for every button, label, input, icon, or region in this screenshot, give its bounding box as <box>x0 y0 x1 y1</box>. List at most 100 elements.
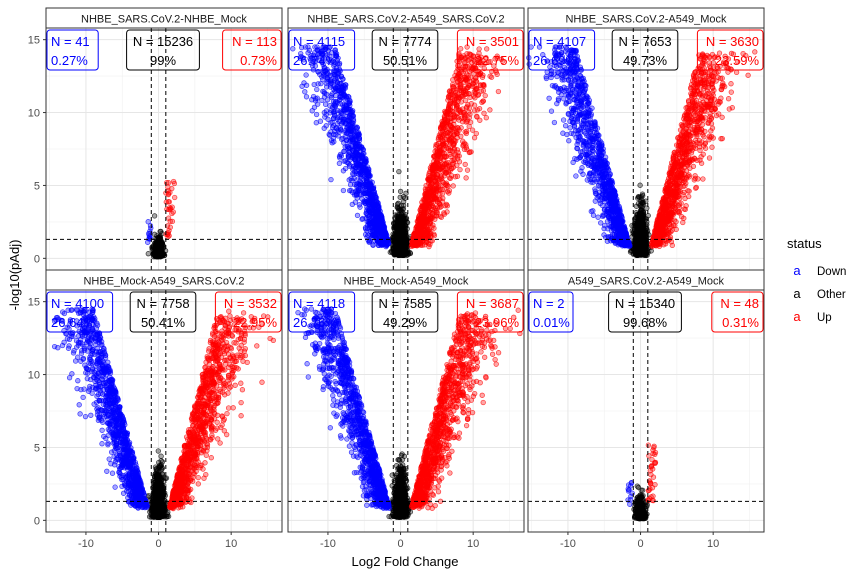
panel-2-point-up <box>471 102 478 108</box>
panel-3-point-down <box>555 97 562 103</box>
panel-3-point-other <box>641 242 648 248</box>
panel-1-point-up <box>172 194 178 201</box>
panel-2-point-down <box>345 143 351 150</box>
panel-2-point-down <box>337 151 344 158</box>
panel-2-point-down <box>359 168 365 175</box>
panel-2-point-up <box>473 86 479 92</box>
panel-3-point-down <box>551 119 558 126</box>
panel-2-point-up <box>456 76 462 82</box>
panel-2-point-up <box>437 153 443 159</box>
panel-3-point-down <box>591 177 598 183</box>
panel-2-point-down <box>357 204 363 210</box>
panel-3-point-down <box>580 171 586 177</box>
panel-2-point-down <box>327 110 333 116</box>
panel-1-label-down: N = 41 0.27% <box>46 29 99 71</box>
panel-2-point-up <box>452 112 458 119</box>
panel-2-point-up <box>455 125 461 131</box>
panel-3-point-other <box>638 216 644 222</box>
panel-2-point-up <box>441 210 447 216</box>
panel-2-point-other <box>394 242 401 248</box>
panel-2-point-down <box>354 125 361 131</box>
panel-3-point-down <box>578 152 584 159</box>
panel-2-point-down <box>367 190 373 197</box>
panel-2-point-down <box>337 108 344 114</box>
panel-3-point-down <box>574 145 581 152</box>
panel-3-point-down <box>593 130 600 137</box>
panel-2-point-up <box>437 145 443 151</box>
panel-1-point-up <box>165 191 172 198</box>
panel-2-point-down <box>327 103 333 109</box>
panel-2-point-down <box>347 97 353 104</box>
panel-3-point-down <box>598 220 604 226</box>
panel-3-point-down <box>546 95 552 101</box>
panel-3-point-down <box>578 111 584 117</box>
panel-2-label-down: N = 4115 26.74% <box>288 29 356 71</box>
panel-2-point-down <box>336 160 343 167</box>
panel-2-point-up <box>442 143 449 149</box>
panel-1-down-count: N = 41 <box>51 34 90 49</box>
panel-2-point-down <box>331 83 337 90</box>
panel-2-point-down <box>346 177 352 183</box>
panel-2-point-up <box>482 92 488 99</box>
panel-2-down-percent: 26.74% <box>293 53 338 68</box>
panel-1-down-percent: 0.27% <box>51 53 88 68</box>
panel-2-point-up <box>460 70 466 76</box>
panel-3-point-down <box>584 177 590 183</box>
panel-2-point-up <box>422 186 429 192</box>
panel-1-point-up <box>170 178 177 185</box>
panel-2-point-down <box>378 240 385 246</box>
panel-2-point-down <box>311 81 317 88</box>
panel-2-point-down <box>314 86 320 93</box>
panel-3-point-down <box>560 130 566 136</box>
panel-2-point-down <box>362 160 368 166</box>
panel-2-point-down <box>345 127 352 133</box>
panel-2-point-down <box>340 102 346 108</box>
panel-3-point-down <box>574 117 580 123</box>
panel-2-point-down <box>382 230 388 236</box>
panel-3-point-down <box>568 82 574 89</box>
panel-2-point-up <box>467 94 473 101</box>
panel-3-point-other <box>634 239 640 245</box>
panel-1-y-tick-label: 0 <box>34 253 40 265</box>
panel-1-point-up <box>165 215 172 221</box>
panel-3-point-down <box>559 87 565 93</box>
panel-2-point-up <box>423 199 429 205</box>
panel-2-point-up <box>445 97 451 103</box>
panel-2-point-down <box>349 189 356 195</box>
panel-3-point-down <box>599 171 605 178</box>
panel-3-point-down <box>602 193 608 199</box>
panel-2-point-down <box>299 83 305 89</box>
panel-2-point-other <box>397 232 403 239</box>
panel-2-point-down <box>375 214 382 220</box>
panel-3-point-down <box>600 212 606 218</box>
panel-2-point-down <box>346 163 353 169</box>
panel-2-point-down <box>354 212 361 219</box>
panel-2-point-up <box>440 138 446 144</box>
panel-2-down-count: N = 4115 <box>293 34 345 49</box>
panel-2-point-down <box>309 108 315 114</box>
panel-3-point-down <box>600 182 606 188</box>
panel-2-point-up <box>430 166 436 173</box>
panel-2-point-down <box>378 235 384 242</box>
panel-2-point-up <box>487 107 493 113</box>
panel-2-point-up <box>443 170 449 176</box>
panel-1-y-tick-label: 5 <box>34 180 40 192</box>
panel-2-point-down <box>354 195 360 201</box>
panel-2-point-down <box>303 94 310 100</box>
panel-2-point-up <box>446 147 452 154</box>
panel-3-point-down <box>605 226 611 232</box>
panel-1-point-other <box>157 233 163 239</box>
panel-2-point-up <box>474 107 481 113</box>
panel-2-point-up <box>473 78 479 84</box>
panel-2-point-up <box>474 114 480 120</box>
panel-3-point-other <box>636 248 643 254</box>
panel-1-point-up <box>167 224 173 230</box>
panel-2-up-count: N = 3501 <box>466 34 519 49</box>
panel-3-point-down <box>568 130 574 137</box>
panel-2-point-down <box>369 216 375 222</box>
panel-2-point-up <box>463 76 470 83</box>
panel-3-point-other <box>641 250 647 256</box>
panel-2-point-down <box>341 158 347 164</box>
